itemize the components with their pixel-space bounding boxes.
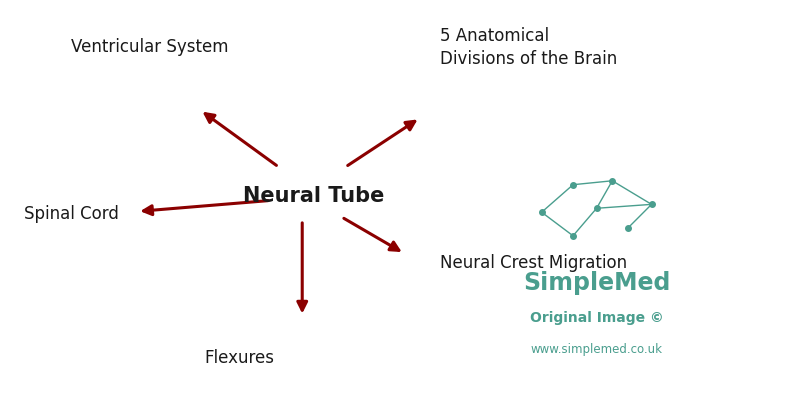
Text: Flexures: Flexures bbox=[204, 349, 275, 367]
Text: Original Image ©: Original Image © bbox=[530, 311, 663, 325]
Text: Neural Tube: Neural Tube bbox=[243, 187, 385, 206]
Text: Ventricular System: Ventricular System bbox=[71, 38, 228, 56]
Text: SimpleMed: SimpleMed bbox=[523, 271, 670, 295]
Text: www.simplemed.co.uk: www.simplemed.co.uk bbox=[531, 343, 663, 356]
Text: Neural Crest Migration: Neural Crest Migration bbox=[440, 254, 626, 272]
Text: 5 Anatomical
Divisions of the Brain: 5 Anatomical Divisions of the Brain bbox=[440, 27, 617, 68]
Text: Spinal Cord: Spinal Cord bbox=[24, 205, 119, 223]
